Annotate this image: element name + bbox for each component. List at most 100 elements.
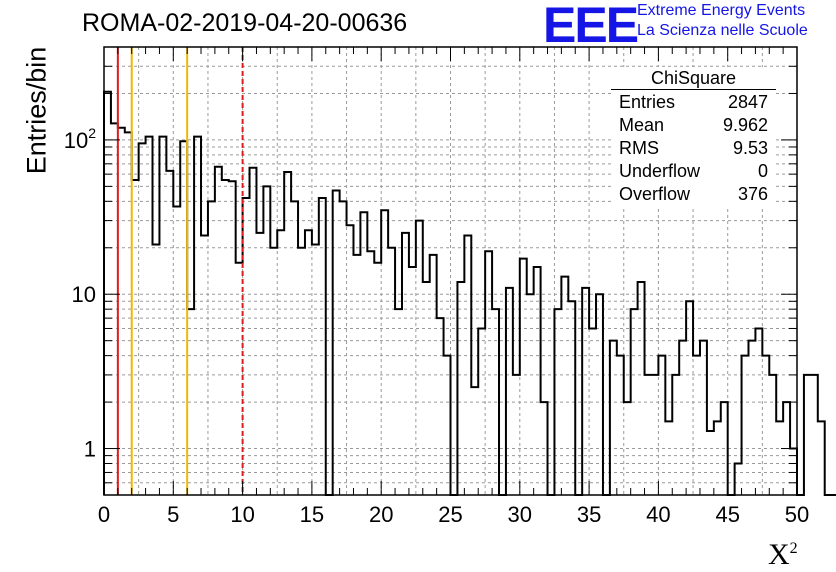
histogram-bin [215, 167, 222, 495]
histogram-bin [721, 402, 728, 495]
histogram-bin [748, 341, 755, 495]
histogram-bin [118, 128, 125, 495]
stat-value: 376 [737, 184, 768, 204]
histogram-bin [589, 328, 596, 495]
histogram-bin [305, 230, 312, 495]
x-tick-label: 20 [369, 502, 393, 527]
x-tick-label: 5 [167, 502, 179, 527]
stat-row-overflow: Overflow 376 [619, 184, 768, 206]
histogram-bin [402, 233, 409, 495]
histogram-bin [520, 259, 527, 495]
histogram-bin [582, 288, 589, 495]
histogram-bin [755, 328, 762, 495]
histogram-bin [714, 421, 721, 495]
histogram-bin [624, 402, 631, 495]
histogram-bin [665, 421, 672, 495]
y-tick-label: 102 [64, 125, 96, 153]
histogram-bin [284, 172, 291, 495]
histogram-bin [679, 341, 686, 495]
histogram-bin [409, 267, 416, 495]
histogram-bin [381, 210, 388, 495]
stats-title: ChiSquare [650, 68, 737, 88]
stat-value: 2847 [727, 92, 768, 112]
logo-line-1: Extreme Energy Events [637, 2, 806, 19]
histogram-bin [568, 301, 575, 495]
histogram-bin [541, 402, 548, 495]
histogram-bin [735, 464, 742, 495]
x-tick-label: 0 [98, 502, 110, 527]
x-tick-label: 50 [785, 502, 809, 527]
histogram-bin [132, 180, 139, 495]
histogram-bin [527, 294, 534, 495]
x-tick-label: 40 [646, 502, 670, 527]
stats-divider [611, 89, 776, 90]
histogram-bin [457, 282, 464, 495]
histogram-bin [416, 221, 423, 495]
histogram-bin [596, 294, 603, 495]
histogram-bin [638, 282, 645, 495]
histogram-bin [769, 375, 776, 495]
histogram-bin [333, 191, 340, 495]
histogram-bin [811, 375, 818, 495]
logo-line-2: La Scienza nelle Scuole [637, 22, 808, 39]
stat-value: 9.962 [722, 115, 768, 135]
stat-label: Entries [619, 92, 676, 112]
stat-row-mean: Mean 9.962 [619, 115, 768, 137]
histogram-bin [367, 251, 374, 495]
histogram-bin [236, 263, 243, 495]
histogram-bin [388, 248, 395, 495]
histogram-bin [263, 186, 270, 495]
histogram-bin [187, 309, 194, 495]
histogram-bin [478, 328, 485, 495]
stat-row-underflow: Underflow 0 [619, 161, 768, 183]
histogram-bin [651, 375, 658, 495]
stat-row-entries: Entries 2847 [619, 92, 768, 114]
histogram-bin [464, 236, 471, 495]
histogram-bin [139, 143, 146, 495]
histogram-bin [818, 421, 825, 495]
histogram-bin [319, 198, 326, 495]
x-tick-label: 30 [508, 502, 532, 527]
histogram-bin [312, 245, 319, 495]
histogram-bin [340, 201, 347, 495]
histogram-bin [159, 137, 166, 495]
histogram-bin [229, 181, 236, 495]
histogram-bin [395, 309, 402, 495]
histogram-bin [243, 198, 250, 495]
histogram-bin [444, 356, 451, 495]
histogram-bin [173, 207, 180, 495]
x-axis-label: X2 [768, 538, 798, 571]
histogram-bin [430, 255, 437, 495]
x-tick-label: 15 [300, 502, 324, 527]
histogram-bin [672, 375, 679, 495]
histogram-bin [693, 356, 700, 495]
histogram-bin [534, 267, 541, 495]
histogram-bin [146, 137, 153, 495]
histogram-bin [513, 375, 520, 495]
histogram-bin [686, 301, 693, 495]
histogram-bin [125, 132, 132, 495]
histogram-bin [291, 201, 298, 495]
histogram-bin [617, 356, 624, 495]
eee-logo: EEE [543, 0, 639, 53]
stat-label: RMS [619, 138, 659, 158]
histogram-bin [153, 245, 160, 495]
histogram-bin [485, 251, 492, 495]
histogram-bin [298, 248, 305, 495]
stat-label: Underflow [619, 161, 701, 181]
stats-box: ChiSquare Entries 2847 Mean 9.962 RMS 9.… [611, 67, 776, 208]
histogram-bin [471, 387, 478, 495]
histogram-bin [277, 230, 284, 495]
histogram-bin [742, 356, 749, 495]
histogram-bin [353, 255, 360, 495]
histogram-bin [437, 318, 444, 495]
histogram-bin [104, 92, 111, 495]
histogram-bin [256, 233, 263, 495]
histogram-bin [270, 248, 277, 495]
histogram-bin [250, 168, 257, 495]
histogram-bin [776, 421, 783, 495]
histogram-bin [554, 309, 561, 495]
histogram-bin [707, 431, 714, 495]
histogram-bin [645, 375, 652, 495]
histogram-bin [201, 236, 208, 495]
